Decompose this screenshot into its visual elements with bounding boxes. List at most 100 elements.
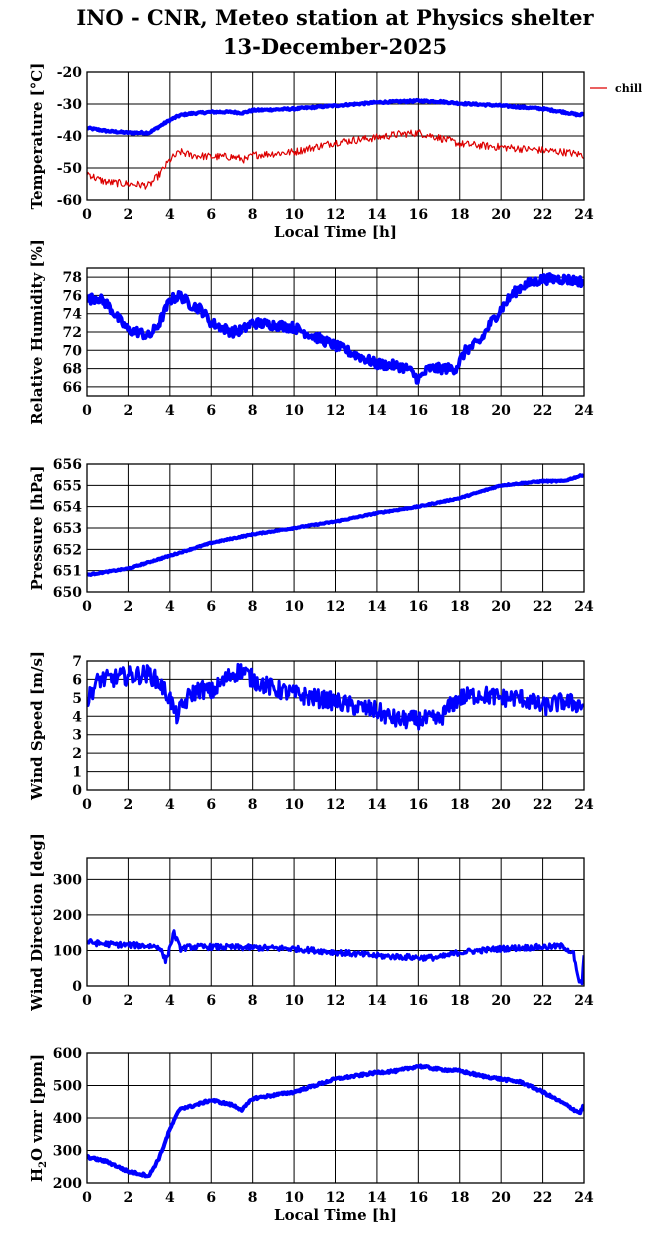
y-tick-label: 100 <box>53 943 82 959</box>
y-tick-label: 653 <box>53 521 82 537</box>
panel-h2o_vmr: 0 2 4 6 8 10 12 14 16 18 20 22 24200300400500600H2O … <box>28 1046 594 1224</box>
x-tick-label: 20 <box>491 1190 511 1206</box>
y-tick-label: 66 <box>63 380 82 396</box>
x-tick-label: 10 <box>284 993 304 1009</box>
y-tick-label: -30 <box>57 97 83 113</box>
x-tick-label: 2 <box>124 993 134 1009</box>
x-tick-label: 20 <box>491 403 511 419</box>
x-tick-label: 2 <box>124 599 134 615</box>
y-tick-label: 72 <box>63 325 82 341</box>
x-tick-label: 6 <box>206 1190 216 1206</box>
chart-title-line2: 13-December-2025 <box>223 34 447 59</box>
x-tick-label: 0 <box>82 797 92 813</box>
panels: 0 2 4 6 8 10 12 14 16 18 20 22 24-60-50-40-30-20Temp… <box>28 63 642 1224</box>
y-tick-label: 7 <box>72 654 82 670</box>
y-tick-label: 651 <box>53 564 82 580</box>
y-tick-label: 655 <box>53 478 82 494</box>
y-tick-label: 400 <box>53 1111 82 1127</box>
x-tick-label: 2 <box>124 207 134 223</box>
x-tick-label: 0 <box>82 403 92 419</box>
x-tick-label: 16 <box>409 993 428 1009</box>
x-tick-label: 22 <box>533 993 552 1009</box>
x-tick-label: 10 <box>284 207 304 223</box>
x-tick-label: 12 <box>326 993 345 1009</box>
y-axis-label: H2O vmr [ppm] <box>28 1054 49 1182</box>
x-tick-label: 20 <box>491 207 511 223</box>
x-tick-label: 12 <box>326 207 345 223</box>
x-tick-label: 8 <box>248 599 258 615</box>
y-axis-label: Wind Speed [m/s] <box>28 651 46 801</box>
x-tick-label: 24 <box>574 993 594 1009</box>
x-tick-label: 4 <box>165 403 175 419</box>
x-tick-label: 16 <box>409 797 428 813</box>
x-tick-label: 20 <box>491 797 511 813</box>
x-tick-label: 18 <box>450 797 469 813</box>
plot-frame <box>86 1052 585 1184</box>
x-tick-label: 18 <box>450 1190 469 1206</box>
x-tick-label: 8 <box>248 993 258 1009</box>
y-tick-label: 300 <box>53 1144 82 1160</box>
x-axis-label: Local Time [h] <box>274 1206 397 1224</box>
x-tick-label: 8 <box>248 403 258 419</box>
x-tick-label: 6 <box>206 993 216 1009</box>
y-tick-label: 200 <box>53 1176 82 1192</box>
x-tick-label: 18 <box>450 599 469 615</box>
x-tick-label: 14 <box>367 993 387 1009</box>
x-tick-label: 16 <box>409 207 428 223</box>
series-line-temperature <box>87 97 584 136</box>
y-tick-label: 300 <box>53 872 82 888</box>
y-tick-label: 76 <box>63 288 82 304</box>
x-tick-label: 10 <box>284 403 304 419</box>
x-tick-label: 2 <box>124 1190 134 1206</box>
x-tick-label: 4 <box>165 993 175 1009</box>
panel-temperature: 0 2 4 6 8 10 12 14 16 18 20 22 24-60-50-40-30-20Temp… <box>28 63 642 241</box>
plot-frame <box>86 857 585 987</box>
x-tick-label: 18 <box>450 207 469 223</box>
panel-humidity: 0 2 4 6 8 10 12 14 16 18 20 22 2466687072747678Relat… <box>28 239 594 425</box>
series-line-wind-direction <box>87 929 584 986</box>
x-tick-label: 24 <box>574 1190 594 1206</box>
y-tick-label: 500 <box>53 1079 82 1095</box>
x-tick-label: 4 <box>165 599 175 615</box>
plot-frame <box>86 71 585 201</box>
x-tick-label: 6 <box>206 599 216 615</box>
x-tick-label: 0 <box>82 993 92 1009</box>
x-tick-label: 0 <box>82 599 92 615</box>
y-tick-label: 200 <box>53 908 82 924</box>
y-tick-label: -20 <box>57 65 83 81</box>
x-tick-label: 22 <box>533 207 552 223</box>
y-tick-label: 78 <box>63 270 82 286</box>
x-tick-label: 18 <box>450 993 469 1009</box>
x-axis-label: Local Time [h] <box>274 223 397 241</box>
x-tick-label: 4 <box>165 207 175 223</box>
x-tick-label: 0 <box>82 207 92 223</box>
x-tick-label: 8 <box>248 1190 258 1206</box>
x-tick-label: 14 <box>367 1190 387 1206</box>
x-tick-label: 4 <box>165 1190 175 1206</box>
y-tick-label: -40 <box>57 129 83 145</box>
y-tick-label: 1 <box>72 765 82 781</box>
x-tick-label: 6 <box>206 207 216 223</box>
series-line-wind-speed <box>87 662 584 731</box>
y-tick-label: -60 <box>57 193 83 209</box>
x-tick-label: 24 <box>574 207 594 223</box>
x-tick-label: 2 <box>124 797 134 813</box>
y-axis-label: Pressure [hPa] <box>28 466 46 591</box>
x-tick-label: 16 <box>409 599 428 615</box>
x-tick-label: 6 <box>206 403 216 419</box>
x-tick-label: 12 <box>326 1190 345 1206</box>
x-tick-label: 6 <box>206 797 216 813</box>
chart-title-line1: INO - CNR, Meteo station at Physics shel… <box>76 5 594 30</box>
plot-frame <box>86 463 585 593</box>
x-tick-label: 14 <box>367 207 387 223</box>
x-tick-label: 14 <box>367 599 387 615</box>
x-tick-label: 22 <box>533 797 552 813</box>
x-tick-label: 22 <box>533 1190 552 1206</box>
series-line-pressure <box>87 473 584 577</box>
x-tick-label: 24 <box>574 797 594 813</box>
x-tick-label: 10 <box>284 797 304 813</box>
y-tick-label: 2 <box>72 746 82 762</box>
y-tick-label: 68 <box>63 362 82 378</box>
legend-label-chill: chill <box>615 82 642 95</box>
y-tick-label: 600 <box>53 1046 82 1062</box>
